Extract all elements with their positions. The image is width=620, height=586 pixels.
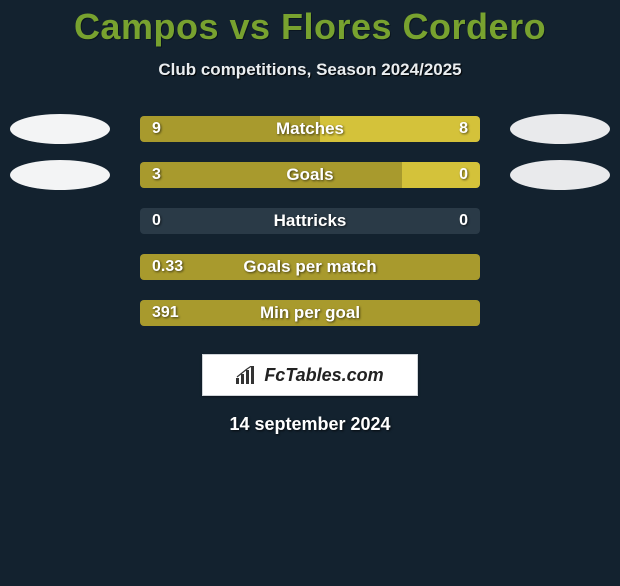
stat-bar-track: Min per goal391 [140, 300, 480, 326]
stat-value-left: 9 [152, 116, 161, 142]
stat-row: Goals per match0.33 [0, 244, 620, 290]
player-avatar-left [10, 160, 110, 190]
stat-bar-track: Goals3 0 [140, 162, 480, 188]
stat-row: Matches9 8 [0, 106, 620, 152]
page-title: Campos vs Flores Cordero [0, 6, 620, 48]
subtitle: Club competitions, Season 2024/2025 [0, 60, 620, 80]
stat-value-right: 0 [459, 208, 468, 234]
stat-bar-track: Goals per match0.33 [140, 254, 480, 280]
stat-label: Goals per match [140, 254, 480, 280]
update-date: 14 september 2024 [0, 414, 620, 435]
player-avatar-left [10, 114, 110, 144]
stat-label: Hattricks [140, 208, 480, 234]
fctables-logo: FcTables.com [202, 354, 418, 396]
chart-icon [236, 366, 258, 384]
stat-label: Matches [140, 116, 480, 142]
stat-value-left: 0 [152, 208, 161, 234]
stat-value-right: 8 [459, 116, 468, 142]
stat-label: Goals [140, 162, 480, 188]
stat-row: Hattricks0 0 [0, 198, 620, 244]
stat-bar-track: Matches9 8 [140, 116, 480, 142]
stat-row: Goals3 0 [0, 152, 620, 198]
player-avatar-right [510, 114, 610, 144]
stat-value-left: 0.33 [152, 254, 183, 280]
stat-value-left: 3 [152, 162, 161, 188]
logo-text: FcTables.com [264, 365, 383, 386]
stat-value-left: 391 [152, 300, 179, 326]
player-avatar-right [510, 160, 610, 190]
stat-value-right: 0 [459, 162, 468, 188]
stat-row: Min per goal391 [0, 290, 620, 336]
stat-label: Min per goal [140, 300, 480, 326]
stats-list: Matches98Goals30Hattricks00Goals per mat… [0, 106, 620, 336]
stat-bar-track: Hattricks0 0 [140, 208, 480, 234]
